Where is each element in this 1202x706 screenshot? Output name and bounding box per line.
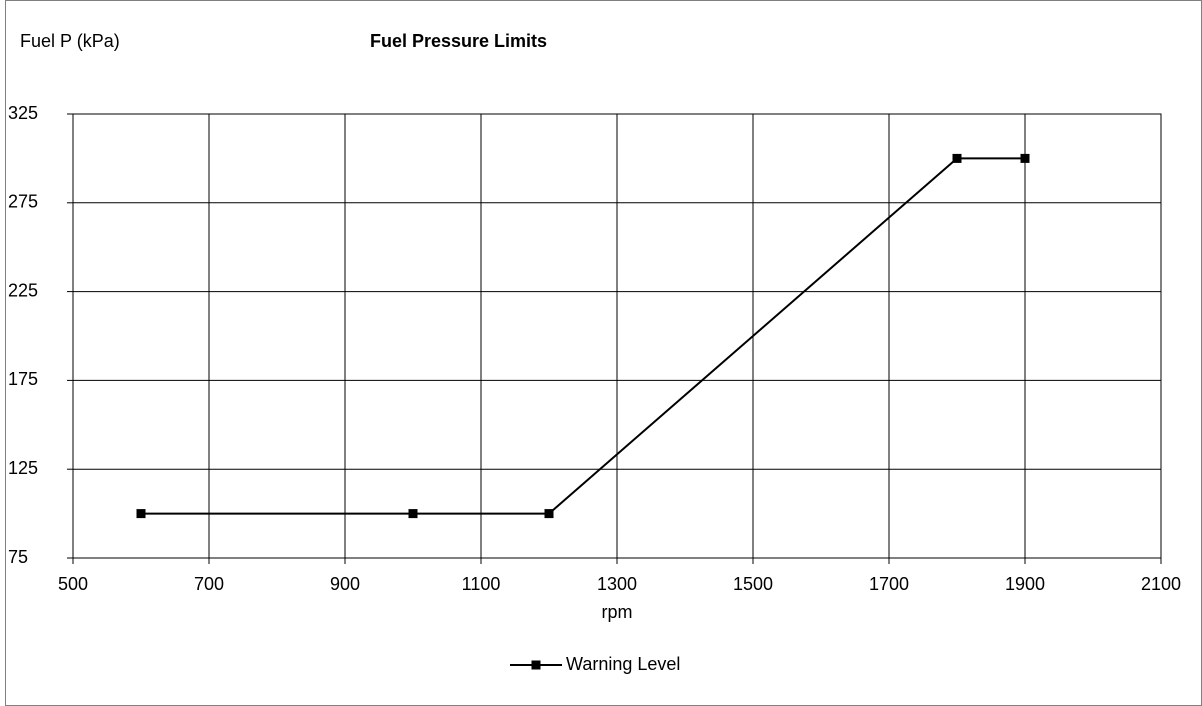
x-tick-label: 700 [194, 574, 224, 594]
y-tick-label: 325 [8, 103, 38, 123]
data-point [136, 509, 146, 519]
x-tick-label: 1500 [733, 574, 773, 594]
legend-marker [531, 660, 541, 670]
y-tick-label: 275 [8, 192, 38, 212]
x-tick-label: 1100 [462, 574, 501, 594]
x-tick-label: 1300 [597, 574, 637, 594]
x-tick-label: 1900 [1005, 574, 1045, 594]
x-tick-label: 900 [330, 574, 360, 594]
data-point [408, 509, 418, 519]
y-tick-label: 125 [8, 458, 38, 478]
y-tick-label: 175 [8, 369, 38, 389]
x-tick-label: 2100 [1141, 574, 1181, 594]
x-tick-label: 500 [58, 574, 88, 594]
data-point [1020, 153, 1030, 163]
y-axis-title: Fuel P (kPa) [20, 31, 120, 51]
x-axis-title: rpm [602, 602, 633, 622]
data-point [952, 153, 962, 163]
plot-border [72, 113, 1162, 559]
legend-label: Warning Level [566, 654, 680, 674]
data-point [544, 509, 554, 519]
x-tick-label: 1700 [869, 574, 909, 594]
y-tick-label: 225 [8, 280, 38, 300]
chart-title: Fuel Pressure Limits [370, 31, 547, 51]
y-tick-label: 75 [8, 547, 28, 567]
